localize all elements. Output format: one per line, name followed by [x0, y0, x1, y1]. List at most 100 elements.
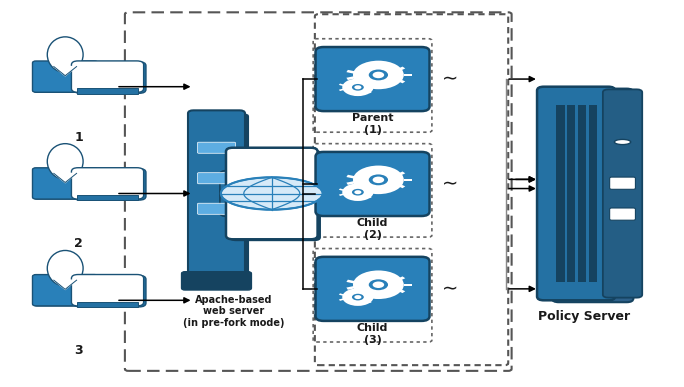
Bar: [404, 284, 412, 286]
Bar: [360, 169, 368, 175]
Polygon shape: [54, 280, 77, 289]
FancyBboxPatch shape: [603, 89, 642, 298]
Bar: [367, 300, 371, 303]
FancyBboxPatch shape: [198, 203, 235, 214]
Bar: [346, 76, 356, 80]
Bar: [346, 181, 356, 185]
Bar: [367, 291, 371, 294]
FancyBboxPatch shape: [556, 105, 564, 282]
Bar: [396, 183, 405, 188]
Ellipse shape: [47, 37, 83, 72]
Bar: [380, 63, 386, 68]
Bar: [339, 194, 345, 196]
FancyBboxPatch shape: [77, 195, 138, 200]
FancyBboxPatch shape: [77, 89, 138, 94]
Bar: [360, 80, 368, 86]
Bar: [380, 273, 386, 278]
Bar: [367, 195, 371, 198]
FancyBboxPatch shape: [537, 87, 615, 300]
FancyBboxPatch shape: [220, 171, 252, 216]
FancyBboxPatch shape: [229, 150, 321, 241]
Ellipse shape: [369, 70, 388, 80]
Bar: [360, 185, 368, 190]
Bar: [380, 291, 386, 296]
Ellipse shape: [221, 177, 323, 210]
Bar: [373, 87, 378, 88]
FancyBboxPatch shape: [74, 276, 146, 307]
FancyBboxPatch shape: [315, 47, 430, 111]
Text: ∼: ∼: [443, 175, 459, 194]
Bar: [396, 276, 405, 281]
FancyBboxPatch shape: [609, 177, 635, 189]
Bar: [352, 301, 356, 304]
FancyBboxPatch shape: [567, 105, 575, 282]
Bar: [396, 288, 405, 293]
Bar: [360, 64, 368, 70]
Ellipse shape: [352, 189, 364, 195]
FancyBboxPatch shape: [34, 275, 99, 307]
Bar: [373, 192, 378, 193]
Bar: [404, 179, 412, 181]
Text: Parent
(1): Parent (1): [352, 113, 393, 135]
Bar: [339, 188, 345, 191]
Bar: [380, 187, 386, 192]
Ellipse shape: [373, 72, 384, 78]
Bar: [346, 280, 356, 284]
FancyBboxPatch shape: [192, 113, 249, 280]
Bar: [339, 84, 345, 86]
Bar: [360, 274, 368, 279]
Bar: [380, 168, 386, 173]
FancyBboxPatch shape: [74, 62, 146, 93]
FancyBboxPatch shape: [198, 173, 235, 184]
FancyBboxPatch shape: [33, 168, 98, 199]
FancyBboxPatch shape: [552, 89, 633, 302]
Ellipse shape: [352, 294, 364, 300]
Ellipse shape: [342, 79, 373, 96]
Ellipse shape: [47, 250, 83, 286]
FancyBboxPatch shape: [315, 152, 430, 216]
Bar: [352, 91, 356, 94]
Text: Child
(3): Child (3): [357, 323, 389, 345]
FancyBboxPatch shape: [578, 105, 586, 282]
Text: Apache-based
web server
(in pre-fork mode): Apache-based web server (in pre-fork mod…: [183, 295, 284, 328]
Bar: [404, 74, 412, 76]
Bar: [367, 90, 371, 93]
Bar: [339, 298, 345, 301]
FancyBboxPatch shape: [181, 272, 252, 290]
Bar: [352, 80, 356, 83]
Text: 3: 3: [75, 344, 83, 357]
Ellipse shape: [47, 144, 83, 179]
Bar: [367, 81, 371, 84]
FancyBboxPatch shape: [71, 61, 144, 92]
FancyBboxPatch shape: [71, 274, 144, 306]
Ellipse shape: [354, 190, 361, 194]
Bar: [373, 296, 378, 298]
Text: ∼: ∼: [443, 279, 459, 298]
Bar: [352, 185, 356, 188]
Bar: [346, 175, 356, 178]
FancyBboxPatch shape: [34, 168, 99, 200]
Ellipse shape: [354, 295, 361, 299]
FancyBboxPatch shape: [33, 61, 98, 92]
Bar: [346, 70, 356, 74]
FancyBboxPatch shape: [34, 62, 99, 93]
Ellipse shape: [354, 85, 361, 89]
Bar: [339, 89, 345, 91]
Bar: [367, 186, 371, 189]
Bar: [396, 79, 405, 83]
FancyBboxPatch shape: [315, 257, 430, 321]
FancyBboxPatch shape: [188, 110, 245, 277]
Bar: [352, 290, 356, 293]
FancyBboxPatch shape: [226, 148, 317, 239]
Ellipse shape: [342, 183, 373, 201]
Polygon shape: [54, 173, 77, 183]
Text: ∼: ∼: [443, 70, 459, 89]
FancyBboxPatch shape: [77, 302, 138, 307]
Text: 1: 1: [75, 130, 83, 144]
Bar: [380, 82, 386, 87]
FancyBboxPatch shape: [198, 142, 235, 153]
FancyBboxPatch shape: [609, 208, 635, 220]
Ellipse shape: [614, 139, 631, 145]
Ellipse shape: [373, 176, 384, 183]
Text: 2: 2: [75, 237, 83, 250]
